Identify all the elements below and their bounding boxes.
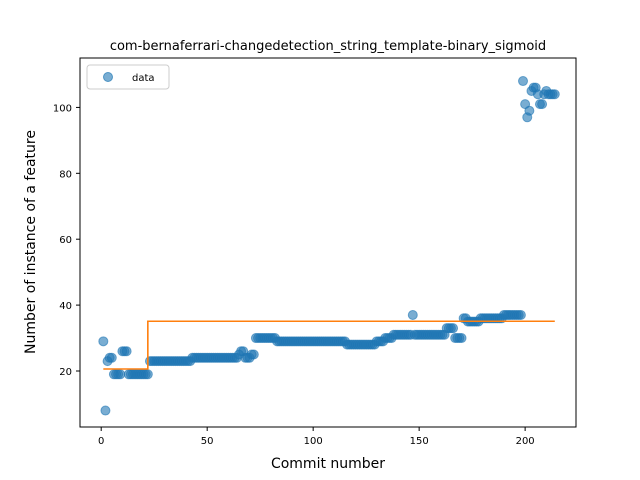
x-tick-label: 200	[516, 436, 535, 447]
data-point	[122, 347, 131, 356]
data-point	[538, 100, 547, 109]
data-point	[519, 77, 528, 86]
y-tick-label: 100	[53, 103, 72, 114]
y-tick-label: 40	[59, 301, 72, 312]
legend-frame	[87, 65, 169, 89]
x-tick-label: 50	[201, 436, 214, 447]
x-axis-label: Commit number	[271, 456, 385, 472]
legend: data	[87, 65, 169, 89]
y-tick-label: 60	[59, 235, 72, 246]
y-tick-label: 80	[59, 169, 72, 180]
data-point	[107, 353, 116, 362]
data-point	[99, 337, 108, 346]
data-point	[525, 106, 534, 115]
data-point	[516, 310, 525, 319]
data-point	[408, 310, 417, 319]
data-point	[249, 350, 258, 359]
legend-marker-data	[104, 73, 113, 82]
data-point	[449, 324, 458, 333]
y-axis-label: Number of instance of a feature	[23, 130, 39, 354]
legend-label-data: data	[132, 73, 155, 84]
x-tick-label: 100	[304, 436, 323, 447]
data-point	[143, 370, 152, 379]
data-point	[457, 334, 466, 343]
x-tick-label: 0	[98, 436, 104, 447]
y-tick-label: 20	[59, 367, 72, 378]
data-point	[550, 90, 559, 99]
x-tick-label: 150	[410, 436, 429, 447]
data-point	[101, 406, 110, 415]
chart-title: com-bernaferrari-changedetection_string_…	[110, 39, 546, 54]
data-point	[116, 370, 125, 379]
